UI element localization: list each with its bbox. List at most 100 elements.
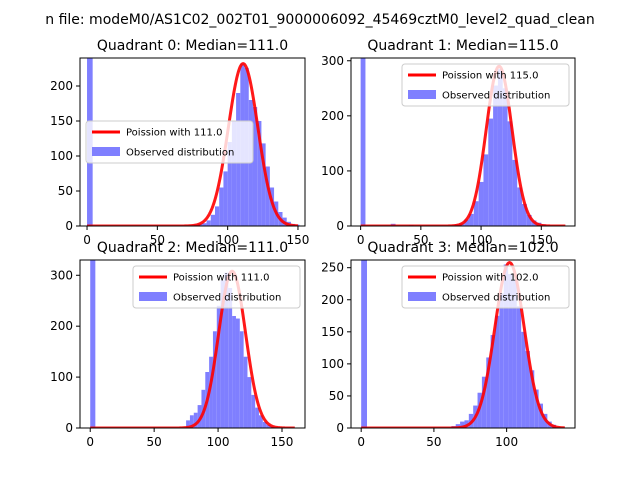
figure-suptitle: n file: modeM0/AS1C02_002T01_9000006092_…	[45, 12, 594, 28]
quadrant-1-histogram-bar	[526, 214, 532, 226]
quadrant-0-histogram-bar	[227, 142, 232, 226]
quadrant-1-fit-line	[359, 64, 567, 226]
quadrant-0-histogram-bar	[265, 166, 270, 226]
quadrant-3-legend: Poission with 102.0 Observed distribution	[401, 265, 570, 309]
quadrant-2-histogram-bar	[258, 415, 263, 428]
quadrant-3-x-tick-label: 0	[357, 435, 365, 449]
quadrant-2-histogram-bar	[216, 305, 221, 428]
quadrant-1-legend-fit-label: Poission with 115.0	[442, 71, 538, 82]
quadrant-3-x-tick-label: 100	[495, 435, 518, 449]
quadrant-1-histogram-bar	[512, 159, 518, 226]
quadrant-3-histogram-bar	[508, 274, 513, 428]
quadrant-1-legend: Poission with 115.0 Observed distribution	[401, 63, 570, 107]
quadrant-3-plot-area	[360, 260, 566, 428]
quadrant-1-histogram-bar	[478, 181, 484, 226]
quadrant-1-y-tick-label: 200	[321, 109, 344, 123]
quadrant-2-legend: Poission with 111.0 Observed distribution	[132, 265, 301, 309]
quadrant-0-y-tick-label: 0	[65, 219, 73, 233]
quadrant-2-subplot: Quadrant 2: Median=111.0 0 50 100 150 0 100 20…	[50, 240, 306, 449]
quadrant-3-histogram-bar	[499, 293, 504, 428]
quadrant-0-x-tick-label: 0	[83, 233, 91, 247]
quadrant-2-histogram-bar	[255, 407, 259, 428]
quadrant-3-legend-fit-label: Poission with 102.0	[442, 273, 538, 284]
quadrant-2-histogram-bar	[193, 412, 198, 428]
quadrant-2-histogram-bar	[90, 260, 96, 428]
quadrant-3-y-tick-label: 50	[329, 389, 344, 403]
quadrant-0-x-tick-label: 150	[287, 233, 310, 247]
quadrant-1-y-tick-label: 0	[336, 219, 344, 233]
quadrant-3-y-tick-label: 0	[336, 421, 344, 435]
quadrant-1-histogram-bar	[497, 69, 503, 226]
quadrant-2-histogram-bar	[186, 420, 190, 428]
quadrant-1-histogram-bar	[483, 154, 489, 226]
quadrant-0-histogram-bar	[223, 171, 228, 226]
quadrant-1-histogram-bar	[522, 203, 527, 226]
quadrant-3-histogram-bar	[538, 403, 543, 428]
quadrant-3-histogram-bar	[521, 331, 526, 428]
quadrant-3-histogram-bar	[455, 424, 461, 428]
quadrant-3-histogram-bar	[361, 260, 367, 428]
quadrant-3-histogram-bar	[503, 264, 509, 428]
quadrant-1-legend-box	[401, 63, 570, 107]
quadrant-1-legend-hist-label: Observed distribution	[442, 91, 550, 102]
quadrant-1-legend-hist-swatch	[408, 90, 436, 99]
quadrant-3-y-tick-label: 100	[321, 357, 344, 371]
quadrant-0-histogram-bar	[210, 214, 215, 226]
quadrant-2-histogram-bar	[262, 421, 267, 428]
quadrant-1-histogram-bar	[473, 201, 479, 226]
quadrant-3-histogram-bar	[529, 370, 535, 428]
quadrant-2-x-tick-label: 150	[271, 435, 294, 449]
quadrant-3-y-tick-label: 150	[321, 325, 344, 339]
quadrant-2-histogram-bar	[239, 331, 244, 428]
quadrant-0-histogram-bar	[261, 143, 266, 226]
quadrant-3-x-tick-label: 50	[426, 435, 441, 449]
quadrant-1-histogram-bar	[507, 121, 513, 226]
quadrant-2-histogram-bar	[197, 405, 202, 428]
quadrant-1-plot-area	[359, 58, 567, 226]
quadrant-0-x-tick-label: 100	[216, 233, 239, 247]
quadrant-2-x-tick-label: 0	[86, 435, 94, 449]
quadrant-2-legend-box	[132, 265, 301, 309]
quadrant-2-y-tick-label: 100	[50, 370, 73, 384]
quadrant-3-title: Quadrant 3: Median=102.0	[367, 240, 558, 256]
quadrant-3-histogram-bar	[516, 306, 522, 428]
quadrant-3-histogram-bar	[534, 389, 539, 428]
quadrant-3-axes-frame	[350, 259, 576, 429]
quadrant-3-histogram-bar	[512, 280, 517, 428]
quadrant-0-histogram-bar	[257, 121, 262, 226]
quadrant-2-legend-hist-label: Observed distribution	[173, 293, 281, 304]
quadrant-0-histogram-bar	[269, 187, 275, 226]
quadrant-1-y-tick-label: 100	[321, 164, 344, 178]
quadrant-0-y-tick-label: 200	[50, 79, 73, 93]
quadrant-1-histogram-bar	[488, 118, 494, 226]
quadrant-3-histogram-bar	[481, 376, 487, 428]
quadrant-2-histogram-bar	[243, 356, 248, 428]
quadrant-3-legend-hist-label: Observed distribution	[442, 293, 550, 304]
quadrant-0-x-tick-label: 50	[150, 233, 165, 247]
quadrant-2-histogram-bar	[212, 331, 217, 428]
quadrant-2-legend-hist-swatch	[139, 292, 167, 301]
quadrant-3-legend-box	[401, 265, 570, 309]
quadrant-2-histogram-bar	[209, 356, 213, 428]
quadrant-2-x-tick-label: 50	[147, 435, 162, 449]
quadrant-3-fit-line	[360, 261, 566, 428]
quadrant-0-y-tick-label: 50	[58, 184, 73, 198]
quadrant-0-histogram-bar	[231, 121, 237, 226]
quadrant-0-histogram-bar	[219, 187, 224, 226]
quadrant-1-histogram-bar	[493, 85, 498, 226]
quadrant-2-x-tick-label: 100	[207, 435, 230, 449]
quadrant-2-histogram-bar	[220, 280, 225, 428]
quadrant-0-axes-frame	[79, 57, 306, 227]
quadrant-2-histogram-bar	[235, 318, 240, 428]
quadrant-0-legend-hist-label: Observed distribution	[126, 148, 234, 159]
quadrant-1-histogram-bar	[502, 88, 508, 226]
quadrant-1-title: Quadrant 1: Median=115.0	[367, 38, 558, 54]
quadrant-2-fit-line	[89, 269, 296, 428]
quadrant-0-legend-box	[85, 120, 254, 164]
quadrant-1-histogram-bar	[517, 187, 523, 226]
quadrant-3-subplot: Quadrant 3: Median=102.0 0 50 100 0 50 100 150…	[321, 240, 576, 449]
quadrant-2-axes-frame	[79, 259, 306, 429]
quadrant-2-y-tick-label: 200	[50, 319, 73, 333]
quadrant-0-histogram-bar	[252, 107, 258, 226]
